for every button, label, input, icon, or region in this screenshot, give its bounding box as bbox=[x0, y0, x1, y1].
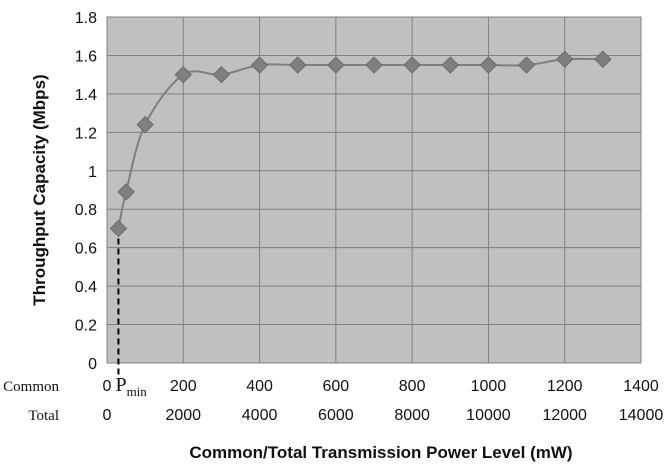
y-axis-title: Throughput Capacity (Mbps) bbox=[30, 74, 49, 305]
data-point-3 bbox=[174, 65, 192, 84]
data-point-6 bbox=[289, 56, 307, 74]
plot-border bbox=[106, 16, 642, 364]
x-tick-label-r0-7: 1400 bbox=[623, 378, 659, 395]
data-point-5 bbox=[250, 56, 269, 74]
data-point-4 bbox=[212, 65, 231, 84]
y-tick-label-8: 1.6 bbox=[75, 48, 97, 65]
x-row-label-1: Total bbox=[28, 408, 59, 424]
y-tick-label-1: 0.2 bbox=[75, 318, 97, 335]
x-tick-label-r0-5: 1000 bbox=[471, 378, 507, 395]
pmin-label-main: P bbox=[115, 374, 126, 396]
x-tick-label-r1-3: 6000 bbox=[318, 407, 354, 424]
data-point-7 bbox=[327, 56, 345, 74]
y-tick-label-7: 1.4 bbox=[75, 87, 97, 104]
x-tick-label-r0-2: 400 bbox=[246, 378, 273, 395]
data-point-0 bbox=[109, 219, 128, 238]
x-tick-label-r0-4: 800 bbox=[399, 378, 426, 395]
x-tick-label-r1-1: 2000 bbox=[165, 407, 201, 424]
data-point-8 bbox=[365, 56, 383, 74]
y-tick-label-4: 0.8 bbox=[75, 202, 97, 219]
data-point-10 bbox=[441, 56, 459, 74]
x-tick-label-r1-0: 0 bbox=[103, 407, 112, 424]
x-tick-label-r0-0: 0 bbox=[103, 378, 112, 395]
data-point-12 bbox=[517, 56, 536, 74]
data-point-2 bbox=[136, 115, 154, 134]
data-point-1 bbox=[117, 183, 135, 201]
y-tick-label-6: 1.2 bbox=[75, 125, 97, 142]
x-tick-label-r1-5: 10000 bbox=[466, 407, 511, 424]
pmin-label: Pmin bbox=[115, 374, 147, 399]
x-tick-label-r1-7: 14000 bbox=[619, 407, 664, 424]
x-tick-label-r0-3: 600 bbox=[323, 378, 350, 395]
x-tick-label-r1-2: 4000 bbox=[242, 407, 278, 424]
x-tick-label-r0-6: 1200 bbox=[547, 378, 583, 395]
series-throughput bbox=[109, 50, 612, 238]
y-tick-label-5: 1 bbox=[88, 164, 97, 181]
data-point-14 bbox=[594, 50, 612, 68]
y-tick-label-0: 0 bbox=[88, 356, 97, 373]
data-point-11 bbox=[479, 56, 498, 74]
data-point-13 bbox=[556, 50, 574, 68]
x-tick-label-r0-1: 200 bbox=[170, 378, 197, 395]
x-axis: Common 0 200 400 600 800 1000 1200 1400 Total 0 200… bbox=[3, 378, 663, 424]
plot-area bbox=[107, 17, 641, 363]
y-tick-label-3: 0.6 bbox=[75, 241, 97, 258]
x-row-label-0: Common bbox=[3, 379, 59, 395]
x-tick-label-r1-4: 8000 bbox=[394, 407, 430, 424]
pmin-annotation: Pmin bbox=[115, 228, 147, 399]
y-axis: 0 0.2 0.4 0.6 0.8 1 1.2 1.4 1.6 1.8 bbox=[75, 10, 97, 373]
pmin-label-subscript: min bbox=[127, 384, 148, 399]
x-axis-title: Common/Total Transmission Power Level (m… bbox=[189, 443, 572, 462]
data-point-9 bbox=[403, 56, 421, 74]
x-tick-label-r1-6: 12000 bbox=[542, 407, 587, 424]
y-tick-label-2: 0.4 bbox=[75, 279, 97, 296]
y-tick-label-9: 1.8 bbox=[75, 10, 97, 27]
